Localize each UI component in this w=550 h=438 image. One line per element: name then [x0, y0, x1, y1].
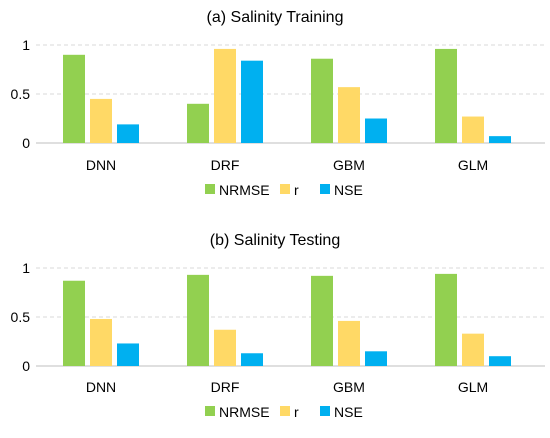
bar-r-drf	[214, 48, 236, 143]
y-tick-label: 1	[22, 37, 30, 53]
chart-title: (a) Salinity Training	[207, 9, 344, 26]
category-label: GBM	[333, 379, 365, 395]
legend-label: r	[294, 182, 299, 198]
bar-r-dnn	[90, 318, 112, 366]
legend-label: NRMSE	[219, 404, 270, 420]
bar-nse-glm	[489, 356, 511, 366]
bar-nse-drf	[241, 60, 263, 143]
legend-swatch-nse	[320, 184, 330, 194]
category-label: GBM	[333, 157, 365, 173]
bar-nse-glm	[489, 136, 511, 143]
category-label: DNN	[86, 379, 116, 395]
bar-nse-dnn	[117, 343, 139, 366]
legend-swatch-nse	[320, 406, 330, 416]
bar-nrmse-dnn	[63, 54, 85, 143]
bar-nrmse-dnn	[63, 280, 85, 366]
bar-nrmse-gbm	[311, 275, 333, 366]
bar-nrmse-gbm	[311, 58, 333, 143]
bar-nse-drf	[241, 353, 263, 366]
legend-label: NRMSE	[219, 182, 270, 198]
category-label: GLM	[458, 379, 488, 395]
y-tick-label: 0	[22, 135, 30, 151]
legend-label: NSE	[334, 404, 363, 420]
bar-r-glm	[462, 116, 484, 143]
legend-swatch-r	[280, 184, 290, 194]
category-label: DRF	[211, 379, 240, 395]
bar-r-drf	[214, 329, 236, 366]
category-label: DNN	[86, 157, 116, 173]
legend-label: r	[294, 404, 299, 420]
bar-nse-gbm	[365, 118, 387, 143]
y-tick-label: 1	[22, 260, 30, 276]
y-tick-label: 0.5	[11, 86, 31, 102]
category-label: GLM	[458, 157, 488, 173]
y-tick-label: 0	[22, 358, 30, 374]
legend-swatch-nrmse	[205, 406, 215, 416]
bar-nse-dnn	[117, 124, 139, 143]
bar-nrmse-drf	[187, 274, 209, 366]
bar-nrmse-glm	[435, 48, 457, 143]
y-tick-label: 0.5	[11, 309, 31, 325]
category-label: DRF	[211, 157, 240, 173]
bar-nrmse-glm	[435, 273, 457, 366]
legend-swatch-r	[280, 406, 290, 416]
bar-r-gbm	[338, 320, 360, 366]
bar-r-dnn	[90, 98, 112, 143]
bar-nrmse-drf	[187, 103, 209, 143]
legend-swatch-nrmse	[205, 184, 215, 194]
chart-title: (b) Salinity Testing	[210, 232, 340, 249]
legend-label: NSE	[334, 182, 363, 198]
bar-nse-gbm	[365, 351, 387, 366]
bar-r-gbm	[338, 87, 360, 143]
bar-r-glm	[462, 333, 484, 366]
